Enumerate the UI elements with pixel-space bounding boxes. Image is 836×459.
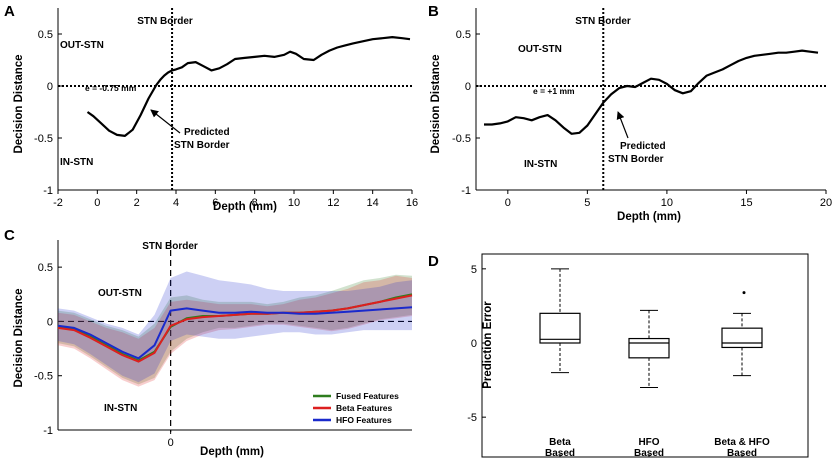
x-tick-label: 0: [94, 197, 100, 209]
y-tick-label: -0.5: [34, 371, 53, 383]
plot-area: -1 -0.5 0 0.5 0 5 10 15 20: [452, 8, 832, 209]
x-tick-label: 5: [584, 197, 590, 209]
category-label-line2: Based: [545, 448, 575, 459]
error-label: e = -0.75 mm: [85, 83, 137, 93]
y-tick-label: 0: [47, 316, 53, 328]
x-tick-label: 10: [661, 197, 673, 209]
data-line: [484, 49, 819, 135]
confidence-band: [58, 271, 412, 383]
panel-c: C -1 -0.5 0 0.5 0 Depth (mm) Decision Distan…: [4, 227, 413, 458]
plot-frame: [481, 253, 809, 458]
y-tick-label: 0: [465, 81, 471, 93]
y-axis-label: Decision Distance: [13, 54, 25, 153]
panel-a: A -1 -0.5 0 0.5 -2 0 2 4 6 8 10 12 14 16 Depth (mm) D…: [4, 3, 418, 213]
predicted-label-line2: STN Border: [608, 154, 664, 165]
legend: Fused Features Beta Features HFO Feature…: [313, 391, 399, 425]
y-tick-label: -1: [461, 185, 471, 197]
predicted-border-arrow: [616, 111, 629, 139]
x-axis-label: Depth (mm): [200, 446, 264, 458]
plot-area: -1 -0.5 0 0.5 -2 0 2 4 6 8 10 12 14 16: [34, 8, 418, 209]
y-tick-label: 0.5: [456, 29, 471, 41]
outlier-point: [742, 291, 746, 295]
x-tick-label: -2: [53, 197, 63, 209]
x-tick-label: 12: [327, 197, 339, 209]
series-line: [57, 306, 413, 360]
x-tick-label: 0: [505, 197, 511, 209]
category-label: Beta & HFO: [714, 437, 770, 448]
category-label: Beta: [549, 437, 571, 448]
x-axis-label: Depth (mm): [617, 211, 681, 223]
y-axis-label: Decision Distance: [430, 54, 442, 153]
confidence-band: [58, 275, 412, 387]
y-tick-label: 0.5: [38, 262, 53, 274]
panel-label: B: [428, 3, 439, 20]
x-tick-label: 10: [288, 197, 300, 209]
x-tick-label: 2: [134, 197, 140, 209]
y-tick-label: -1: [43, 185, 53, 197]
stn-border-label: STN Border: [142, 241, 198, 252]
out-stn-label: OUT-STN: [60, 40, 104, 51]
legend-label-fused: Fused Features: [336, 391, 399, 401]
predicted-border-arrow: [150, 109, 181, 134]
category-label-line2: Based: [634, 448, 664, 459]
y-axis-label: Decision Distance: [13, 288, 25, 387]
x-tick-label: 0: [168, 437, 174, 449]
x-tick-label: 8: [252, 197, 258, 209]
stn-border-label: STN Border: [575, 16, 631, 27]
box: [539, 312, 581, 344]
predicted-label: Predicted: [184, 127, 230, 138]
x-tick-label: 15: [740, 197, 752, 209]
category-label-line2: Based: [727, 448, 757, 459]
x-tick-label: 14: [367, 197, 379, 209]
panel-label: C: [4, 227, 15, 244]
x-tick-label: 4: [173, 197, 179, 209]
y-axis-label: Prediction Error: [482, 301, 494, 389]
x-tick-label: 16: [406, 197, 418, 209]
series-line: [57, 294, 413, 363]
legend-label-hfo: HFO Features: [336, 415, 392, 425]
legend-label-beta: Beta Features: [336, 403, 392, 413]
stn-border-label: STN Border: [137, 16, 193, 27]
x-tick-label: 6: [212, 197, 218, 209]
x-axis-label: Depth (mm): [213, 201, 277, 213]
in-stn-label: IN-STN: [104, 403, 137, 414]
box: [721, 327, 763, 349]
panel-b: B -1 -0.5 0 0.5 0 5 10 15 20 Depth (mm) Decision…: [428, 3, 832, 223]
y-tick-label: 0: [47, 81, 53, 93]
data-line: [86, 35, 411, 137]
plot-area: -1 -0.5 0 0.5 0: [34, 240, 413, 449]
in-stn-label: IN-STN: [524, 159, 557, 170]
category-label: HFO: [638, 437, 659, 448]
panel-label: A: [4, 3, 15, 20]
y-tick-label: 0.5: [38, 29, 53, 41]
x-tick-label: 20: [820, 197, 832, 209]
y-tick-label: -0.5: [452, 133, 471, 145]
y-tick-label: -1: [43, 425, 53, 437]
box: [628, 337, 670, 359]
y-tick-label: -0.5: [34, 133, 53, 145]
error-label: e = +1 mm: [533, 86, 575, 96]
y-tick-label: 0: [471, 338, 477, 350]
out-stn-label: OUT-STN: [98, 288, 142, 299]
predicted-label: Predicted: [620, 141, 666, 152]
y-tick-label: 5: [471, 264, 477, 276]
out-stn-label: OUT-STN: [518, 44, 562, 55]
predicted-label-line2: STN Border: [174, 140, 230, 151]
panel-label: D: [428, 253, 439, 270]
in-stn-label: IN-STN: [60, 157, 93, 168]
y-tick-label: -5: [467, 412, 477, 424]
